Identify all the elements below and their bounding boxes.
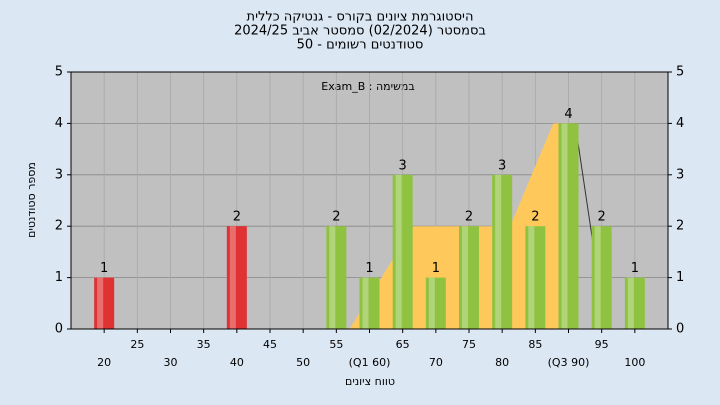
bar-shine [561,123,568,330]
bar [525,226,546,329]
bar-shine [229,226,236,329]
data-label: 2 [598,210,606,225]
data-label: 2 [332,210,340,225]
plot-frame [70,71,669,330]
bar-group: 2 [525,210,546,329]
x-tick-label: 35 [197,338,211,351]
data-label: 1 [631,261,639,276]
x-tick-label: 75 [462,338,476,351]
bar-group: 3 [392,158,413,329]
bar-group: 1 [359,261,380,329]
bar-group: 4 [558,107,579,330]
data-label: 4 [564,107,572,122]
bar-shine [594,226,601,329]
chart-subtitle: סטודנטים רשומים - 50 [297,38,424,53]
x-tick-label: 80 [495,356,509,369]
y-tick-label: 5 [55,65,63,80]
y-tick-label: 4 [55,116,63,131]
bar [392,174,413,329]
x-tick-label: 45 [263,338,277,351]
x-tick-label: (Q3 90) [548,356,590,369]
bar-shine [528,226,535,329]
y-axis-label: מספר סטודנטים [25,162,38,238]
bar-group: 2 [326,210,347,329]
bar-shine [495,174,502,329]
bar [492,174,513,329]
bar [591,226,612,329]
bar-group: 1 [425,261,446,329]
bar [425,277,446,329]
y-tick-label: 2 [55,219,63,234]
bar-shine [329,226,336,329]
y-tick-label: 2 [676,219,684,234]
x-tick-label: 55 [329,338,343,351]
chart-subtitle: בסמסטר (02/2024) סמסטר אביב 2024/25 [234,24,486,39]
y-tick-label: 1 [676,270,684,285]
y-tick-label: 0 [676,322,684,337]
data-label: 1 [100,261,108,276]
bar [359,277,380,329]
data-label: 2 [465,210,473,225]
bar-shine [462,226,468,329]
bar [226,226,247,329]
bar-group: 2 [459,210,479,329]
y-tick-label: 4 [676,116,684,131]
bar [94,277,115,329]
x-axis-label: טווח ציונים [345,375,395,388]
bar-shine [362,277,369,329]
data-label: 1 [365,261,373,276]
data-label: 1 [432,261,440,276]
y-tick-label: 1 [55,270,63,285]
x-tick-label: 70 [429,356,443,369]
x-tick-label: 25 [130,338,144,351]
bar-shine [97,277,104,329]
data-label: 3 [399,158,407,173]
y-tick-label: 0 [55,322,63,337]
bar-shine [395,174,402,329]
bar [558,123,579,330]
x-tick-label: 20 [97,356,111,369]
y-tick-label: 3 [55,167,63,182]
data-label: 2 [233,210,241,225]
x-tick-label: 65 [396,338,410,351]
x-tick-label: 95 [595,338,609,351]
bar-shine [627,277,634,329]
x-tick-label: (Q1 60) [349,356,391,369]
bar-group: 2 [226,210,247,329]
x-tick-label: 100 [624,356,645,369]
data-label: 2 [531,210,539,225]
data-label: 3 [498,158,506,173]
bar [326,226,347,329]
chart-title: היסטוגרמת ציונים בקורס - גנטיקה כללית [247,10,474,25]
bar-group: 2 [591,210,612,329]
bar-group: 1 [624,261,645,329]
y-tick-label: 5 [676,65,684,80]
bar [459,226,479,329]
annotation: במשימה : Exam_B [321,80,414,93]
x-tick-label: 40 [230,356,244,369]
x-tick-label: 30 [164,356,178,369]
y-tick-label: 3 [676,167,684,182]
x-tick-label: 85 [528,338,542,351]
bar-shine [428,277,435,329]
bar-group: 3 [492,158,513,329]
bar-group: 1 [94,261,115,329]
x-tick-label: 50 [296,356,310,369]
bar [624,277,645,329]
